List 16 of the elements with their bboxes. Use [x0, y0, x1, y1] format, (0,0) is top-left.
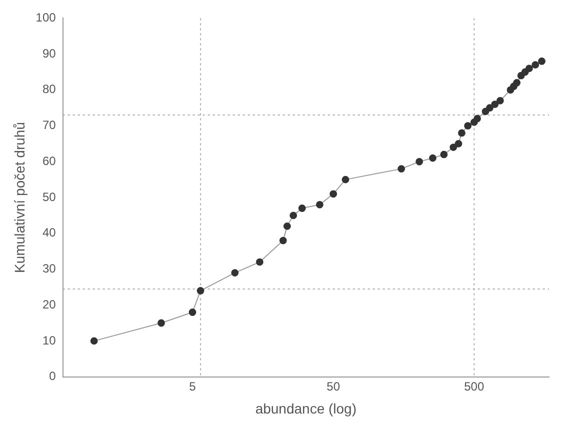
y-axis-title: Kumulativní počet druhů [11, 122, 28, 273]
y-tick-label: 50 [42, 190, 56, 204]
y-tick-label: 30 [42, 262, 56, 276]
y-tick-label: 10 [42, 333, 56, 348]
y-tick-label: 40 [42, 226, 56, 240]
x-tick-label: 500 [464, 379, 484, 394]
x-tick-label: 50 [326, 379, 340, 394]
y-tick-label: 80 [42, 82, 56, 96]
y-tick-label: 100 [36, 10, 56, 25]
x-axis-title: abundance (log) [255, 400, 357, 416]
y-tick-label: 0 [49, 369, 56, 384]
y-tick-label: 90 [42, 46, 56, 60]
y-tick-label: 20 [42, 297, 56, 312]
y-tick-label: 70 [42, 118, 56, 132]
y-tick-label: 60 [42, 154, 56, 168]
x-tick-label: 5 [189, 379, 196, 394]
